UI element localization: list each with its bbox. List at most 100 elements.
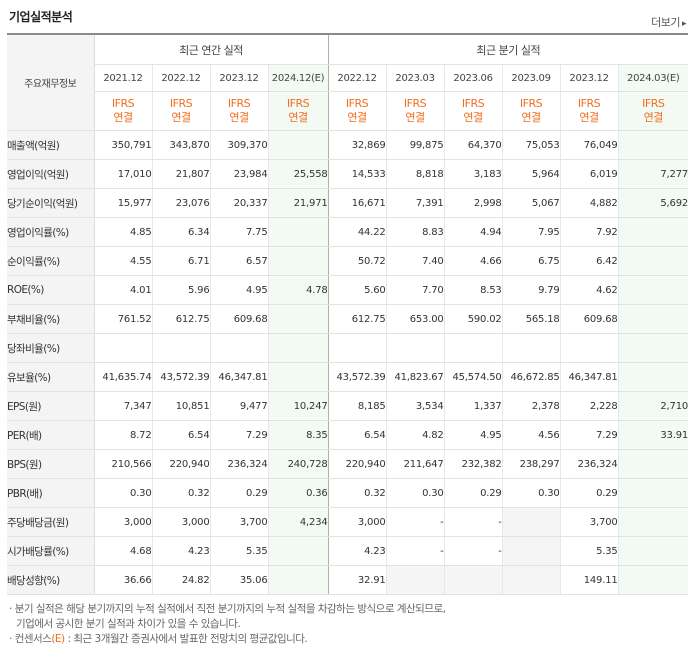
table-row: 당기순이익(억원) 15,977 23,076 20,337 21,971 16,671 7… — [7, 188, 689, 218]
ifrs-label: IFRS 연결 — [443, 91, 503, 131]
table-cell — [385, 333, 445, 363]
table-cell: 6.75 — [501, 246, 561, 276]
corner-label: 주요재무정보 — [7, 34, 95, 131]
table-cell: - — [443, 536, 503, 566]
section-title: 기업실적분석 — [9, 10, 73, 24]
table-row: EPS(원) 7,347 10,851 9,477 10,247 8,185 3,534 1,… — [7, 391, 689, 421]
table-cell: 7,391 — [385, 188, 445, 218]
table-row: 매출액(억원) 350,791 343,870 309,370 32,869 99,875… — [7, 130, 689, 160]
table-cell: 23,984 — [209, 159, 268, 189]
table-cell — [267, 304, 329, 334]
table-cell: 0.29 — [209, 478, 268, 508]
table-cell: 5.35 — [559, 536, 619, 566]
table-cell: 4,234 — [267, 507, 329, 537]
table-cell: 3,700 — [559, 507, 619, 537]
table-cell: 309,370 — [209, 130, 268, 160]
table-cell: 5.35 — [209, 536, 268, 566]
table-cell: 45,574.50 — [443, 362, 503, 392]
row-label: 유보율(%) — [7, 362, 95, 392]
table-row: 당좌비율(%) — [7, 333, 689, 363]
table-cell: 44.22 — [327, 217, 387, 247]
table-cell: 7.29 — [209, 420, 268, 450]
row-label: 순이익률(%) — [7, 246, 95, 276]
table-body: 매출액(억원) 350,791 343,870 309,370 32,869 99,875… — [7, 130, 689, 595]
table-cell: 2,228 — [559, 391, 619, 421]
table-cell — [93, 333, 152, 363]
period-header: 2023.06 — [443, 64, 503, 92]
ifrs-label: IFRS 연결 — [327, 91, 387, 131]
table-cell — [501, 507, 561, 537]
table-row: 순이익률(%) 4.55 6.71 6.57 50.72 7.40 4.66 6.75 6.42 — [7, 246, 689, 276]
table-cell: 240,728 — [267, 449, 329, 479]
table-cell: 23,076 — [151, 188, 210, 218]
period-header: 2021.12 — [93, 64, 152, 92]
footnotes: · 분기 실적은 해당 분기까지의 누적 실적에서 직전 분기까지의 누적 실적… — [9, 602, 446, 647]
table-row: PBR(배) 0.30 0.32 0.29 0.36 0.32 0.30 0.29 0.30 0.… — [7, 478, 689, 508]
ifrs-label: IFRS 연결 — [559, 91, 619, 131]
table-cell — [617, 217, 689, 247]
table-cell: 43,572.39 — [151, 362, 210, 392]
table-cell: 4.55 — [93, 246, 152, 276]
table-cell — [443, 333, 503, 363]
table-cell: 25,558 — [267, 159, 329, 189]
table-cell — [327, 333, 387, 363]
table-cell: 8,818 — [385, 159, 445, 189]
table-cell: 35.06 — [209, 565, 268, 595]
table-cell: - — [443, 507, 503, 537]
table-cell — [617, 275, 689, 305]
table-cell: 6.54 — [327, 420, 387, 450]
table-cell — [151, 333, 210, 363]
table-cell: 612.75 — [151, 304, 210, 334]
ifrs-label: IFRS 연결 — [209, 91, 268, 131]
table-cell — [617, 478, 689, 508]
table-cell: 4,882 — [559, 188, 619, 218]
table-cell: 7.95 — [501, 217, 561, 247]
period-header: 2022.12 — [327, 64, 387, 92]
table-cell: 50.72 — [327, 246, 387, 276]
table-cell: 6.42 — [559, 246, 619, 276]
table-cell: 4.78 — [267, 275, 329, 305]
table-cell: 0.30 — [93, 478, 152, 508]
table-cell: 236,324 — [209, 449, 268, 479]
table-cell: 0.32 — [151, 478, 210, 508]
table-cell: 4.62 — [559, 275, 619, 305]
table-cell: 7.70 — [385, 275, 445, 305]
ifrs-label: IFRS 연결 — [501, 91, 561, 131]
row-label: 영업이익률(%) — [7, 217, 95, 247]
table-cell: 4.23 — [327, 536, 387, 566]
row-label: PBR(배) — [7, 478, 95, 508]
table-cell: 10,851 — [151, 391, 210, 421]
table-cell: 4.95 — [443, 420, 503, 450]
row-label: 당좌비율(%) — [7, 333, 95, 363]
table-cell: 761.52 — [93, 304, 152, 334]
table-cell: 0.29 — [443, 478, 503, 508]
table-cell: 16,671 — [327, 188, 387, 218]
table-cell: 2,710 — [617, 391, 689, 421]
table-cell: 0.30 — [501, 478, 561, 508]
table-cell: 32,869 — [327, 130, 387, 160]
table-cell: 7.29 — [559, 420, 619, 450]
table-cell: 7,347 — [93, 391, 152, 421]
table-cell — [501, 333, 561, 363]
table-cell: 6.57 — [209, 246, 268, 276]
row-label: 영업이익(억원) — [7, 159, 95, 189]
period-header: 2022.12 — [151, 64, 210, 92]
table-cell: 4.82 — [385, 420, 445, 450]
table-cell: 590.02 — [443, 304, 503, 334]
table-cell — [617, 246, 689, 276]
table-cell: 6,019 — [559, 159, 619, 189]
table-cell: 76,049 — [559, 130, 619, 160]
table-cell: 5.96 — [151, 275, 210, 305]
table-cell — [267, 565, 329, 595]
table-cell — [267, 333, 329, 363]
table-cell: 653.00 — [385, 304, 445, 334]
more-link[interactable]: 더보기 ▸ — [651, 14, 686, 30]
financial-table: 주요재무정보 최근 연간 실적 최근 분기 실적 2021.12 2022.12 2… — [7, 33, 689, 595]
ifrs-row: IFRS 연결 IFRS 연결 IFRS 연결 IFRS 연결 IFRS 연결 IFRS 연결 IFRS… — [7, 91, 689, 131]
table-cell: 33.91 — [617, 420, 689, 450]
footnote-1-cont: 기업에서 공시한 분기 실적과 차이가 있을 수 있습니다. — [16, 618, 241, 630]
table-cell — [209, 333, 268, 363]
table-cell — [267, 130, 329, 160]
more-label: 더보기 — [651, 16, 680, 29]
table-cell — [617, 507, 689, 537]
